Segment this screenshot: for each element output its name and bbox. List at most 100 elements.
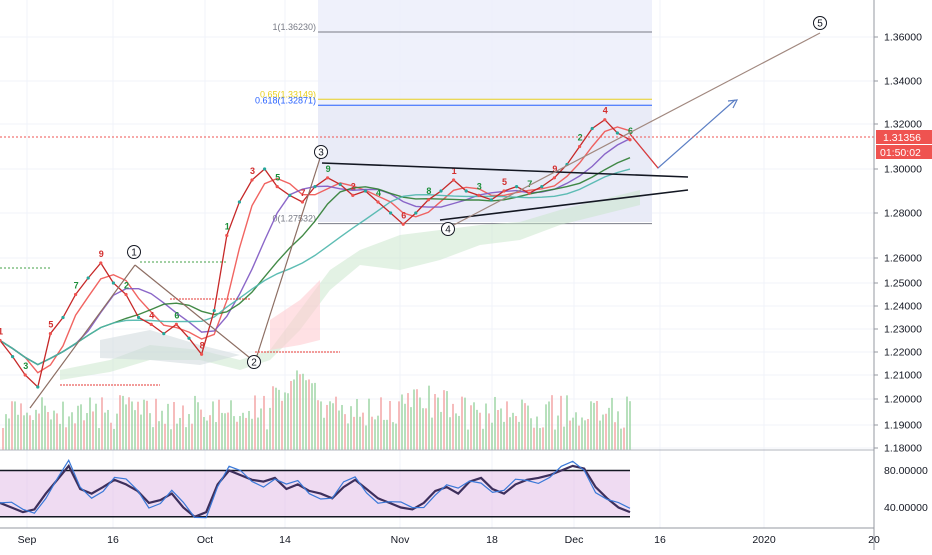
projection-down-leg: [629, 133, 659, 169]
td-marker: 1: [0, 327, 3, 337]
volume-bar: [392, 422, 394, 450]
td-marker: 4: [149, 310, 154, 320]
volume-bar: [383, 419, 385, 450]
volume-bar: [380, 397, 382, 450]
price-point: [225, 233, 229, 238]
volume-bar: [527, 405, 529, 450]
volume-bar: [410, 407, 412, 450]
wave-label-circle: [247, 355, 261, 369]
time-axis-label: Dec: [565, 534, 584, 546]
volume-bar: [266, 429, 268, 450]
volume-bar: [611, 397, 613, 450]
volume-bar: [20, 403, 22, 450]
volume-bar: [377, 415, 379, 450]
volume-bar: [551, 395, 553, 450]
td-marker: 3: [250, 166, 255, 176]
price-point: [237, 200, 241, 204]
wave-labels: 1 2 3 4 5: [127, 16, 827, 369]
volume-bar: [338, 410, 340, 450]
volume-bar: [200, 409, 202, 450]
countdown-badge: 01:50:02: [876, 145, 932, 159]
wave-label-circle: [314, 145, 328, 159]
volume-bar: [254, 395, 256, 450]
price-point: [74, 292, 78, 297]
wave-label-text: 1: [131, 248, 137, 259]
volume-bar: [314, 382, 316, 450]
volume-bar: [149, 413, 151, 450]
volume-bar: [497, 410, 499, 450]
wave-label-text: 4: [445, 225, 451, 236]
volume-bar: [359, 416, 361, 450]
price-point: [313, 185, 317, 189]
volume-bar: [596, 401, 598, 450]
volume-bar: [218, 399, 220, 450]
time-axis-label: 18: [486, 534, 498, 546]
price-point: [149, 322, 153, 326]
volume-bar: [269, 407, 271, 450]
volume-bar: [197, 402, 199, 450]
volume-bar: [473, 402, 475, 450]
volume-bar: [305, 380, 307, 450]
wave-5-projection: [447, 32, 821, 229]
volume-bar: [80, 404, 82, 450]
td-marker: 8: [426, 186, 431, 196]
countdown-text: 01:50:02: [880, 147, 921, 159]
ichimoku-cloud: [60, 190, 640, 380]
price-point: [124, 292, 128, 297]
volume-bar: [617, 411, 619, 450]
volume-bar: [584, 420, 586, 450]
td-marker: 9: [99, 249, 104, 259]
fib-levels: 1(1.36230) 0.65(1.33149)0.618(1.32871) 0(1…: [255, 22, 652, 225]
wave-label-circle: [813, 16, 827, 30]
price-point: [527, 191, 531, 195]
volume-bar: [224, 413, 226, 450]
volume-bar: [353, 416, 355, 450]
td-marker: 7: [300, 188, 305, 198]
volume-bar: [539, 428, 541, 450]
volume-bar: [23, 415, 25, 450]
price-point: [11, 355, 15, 359]
price-point: [401, 222, 405, 226]
fib-label: 0.65(1.33149): [260, 89, 316, 99]
td-marker: 5: [48, 320, 53, 330]
price-point: [363, 189, 367, 193]
price-point: [212, 309, 216, 313]
volume-bar: [614, 422, 616, 450]
volume-bar: [401, 394, 403, 450]
volume-bar: [506, 401, 508, 450]
cloud-area-red: [270, 280, 320, 350]
price-point: [552, 176, 557, 180]
volume-bar: [272, 386, 274, 450]
rsi-axis[interactable]: 80.00000 40.00000: [884, 465, 928, 514]
volume-bar: [308, 379, 310, 450]
price-point: [61, 315, 65, 320]
volume-bar: [5, 414, 7, 450]
volume-bar: [140, 414, 142, 450]
volume-bar: [413, 389, 415, 450]
wave-label-text: 2: [251, 358, 257, 369]
wave-line: [29, 264, 136, 409]
time-axis-label: 20: [868, 534, 880, 546]
price-point: [48, 332, 53, 336]
volume-bar: [368, 398, 370, 450]
volume-bar: [344, 414, 346, 450]
volume-bar: [89, 397, 91, 450]
rsi-axis-label: 80.00000: [884, 465, 928, 477]
td-marker: 6: [174, 310, 179, 320]
volume-bar: [230, 400, 232, 450]
last-price-badge: 1.31356: [876, 130, 932, 144]
volume-bar: [206, 420, 208, 450]
volume-bar: [152, 427, 154, 450]
volume-bar: [326, 404, 328, 450]
price-axis-label: 1.18000: [884, 443, 922, 455]
time-axis[interactable]: Sep 16 Oct 14 Nov 18 Dec 16 2020 20: [18, 534, 880, 546]
moving-average-line: [0, 168, 631, 366]
volume-bar: [284, 392, 286, 450]
volume-bar: [542, 427, 544, 450]
price-axis[interactable]: 1.36000 1.34000 1.32000 1.30000 1.28000 1.260…: [874, 32, 922, 455]
volume-bar: [134, 410, 136, 450]
volume-bar: [293, 379, 295, 450]
price-point: [338, 182, 342, 186]
volume-bar: [146, 400, 148, 450]
